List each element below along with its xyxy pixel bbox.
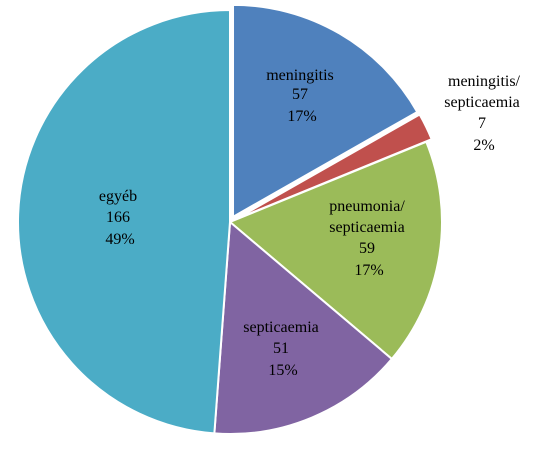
pie-slice-0 [232, 3, 419, 219]
slice-label-meningitis: meningitis 57 17% [266, 67, 338, 125]
slice-label-pneumonia-septicaemia: pneumonia/ septicaemia 59 17% [329, 198, 409, 279]
pie-slice-1 [234, 113, 433, 221]
pie-slice-4 [17, 8, 231, 435]
pie-slice-3 [213, 219, 394, 435]
pie-slice-2 [228, 140, 443, 361]
pie-slices [17, 3, 443, 435]
slice-label-egyeb: egyéb 166 49% [99, 188, 141, 248]
slice-label-meningitis-septicaemia: meningitis/ septicaemia 7 2% [444, 73, 524, 154]
slice-label-septicaemia: septicaemia 51 15% [243, 319, 323, 379]
